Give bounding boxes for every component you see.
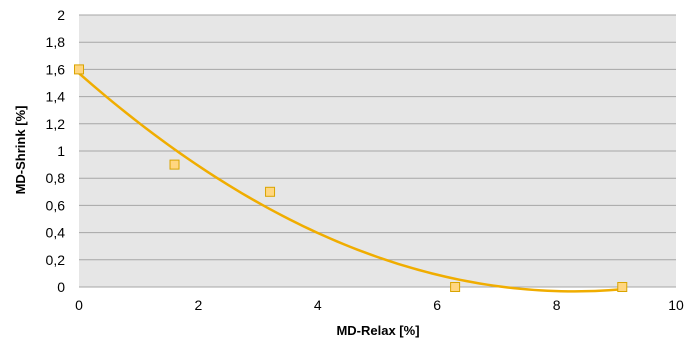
x-axis-title: MD-Relax [%]	[336, 323, 419, 338]
y-tick-label: 1	[57, 143, 65, 159]
x-tick-label: 6	[433, 297, 441, 313]
y-tick-label: 0	[57, 279, 65, 295]
data-point-marker	[450, 282, 461, 292]
trendline-layer	[78, 72, 623, 293]
y-tick-label: 1,4	[46, 89, 66, 105]
x-tick-label: 2	[195, 297, 203, 313]
y-tick-label: 1,6	[46, 61, 66, 77]
data-point-marker	[169, 159, 180, 170]
x-tick-label: 10	[668, 297, 684, 313]
y-tick-label: 1,2	[46, 116, 66, 132]
data-point-marker	[74, 64, 84, 75]
data-point-marker	[617, 282, 628, 292]
x-tick-label: 4	[314, 297, 322, 313]
x-axis-ticks: 0 2 4 6 8 10	[75, 297, 684, 313]
y-tick-label: 0,2	[46, 252, 66, 268]
y-tick-label: 0,8	[46, 170, 66, 186]
y-tick-label: 0,6	[46, 197, 66, 213]
data-points	[74, 64, 628, 292]
y-tick-label: 2	[57, 7, 65, 23]
y-axis-ticks: 0 0,2 0,4 0,6 0,8 1 1,2 1,4 1,6 1,8 2	[46, 7, 66, 295]
y-axis-title: MD-Shrink [%]	[13, 106, 28, 195]
y-tick-label: 0,4	[46, 225, 66, 241]
y-tick-label: 1,8	[46, 34, 66, 50]
gridlines	[79, 14, 676, 288]
data-point-marker	[265, 186, 276, 197]
x-tick-label: 8	[553, 297, 561, 313]
x-tick-label: 0	[75, 297, 83, 313]
trendline	[78, 72, 623, 293]
